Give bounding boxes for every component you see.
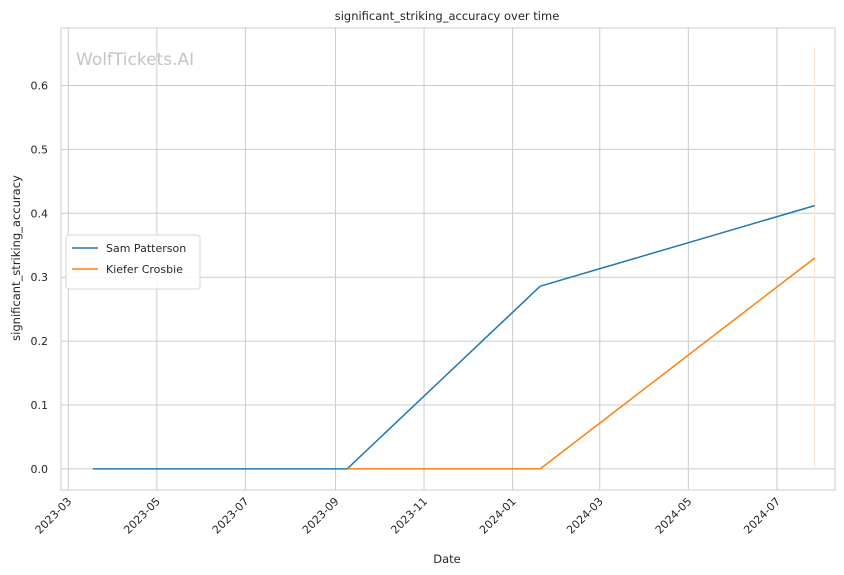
series-lines	[92, 204, 816, 470]
y-axis-ticks: 0.0 0.1 0.2 0.3 0.4 0.5 0.6	[31, 80, 49, 476]
y-tick-label: 0.3	[31, 271, 49, 284]
legend: Sam Patterson Kiefer Crosbie	[65, 234, 201, 290]
y-tick-label: 0.5	[31, 143, 49, 156]
x-tick-label: 2024-05	[653, 495, 695, 537]
x-tick-label: 2024-01	[477, 495, 519, 537]
x-tick-label: 2023-03	[33, 495, 75, 537]
x-tick-label: 2024-03	[564, 495, 606, 537]
x-tick-label: 2023-09	[300, 495, 342, 537]
series-line	[347, 257, 816, 470]
legend-label: Kiefer Crosbie	[106, 263, 183, 276]
watermark: WolfTickets.AI	[76, 50, 194, 70]
legend-label: Sam Patterson	[106, 242, 186, 255]
y-tick-label: 0.0	[31, 463, 49, 476]
y-tick-label: 0.4	[31, 207, 49, 220]
legend-box	[65, 234, 201, 290]
y-tick-label: 0.1	[31, 399, 49, 412]
y-axis-label: significant_striking_accuracy	[9, 175, 23, 341]
chart-title: significant_striking_accuracy over time	[335, 9, 560, 23]
x-tick-label: 2024-07	[741, 495, 783, 537]
x-tick-label: 2023-05	[121, 495, 163, 537]
x-axis-label: Date	[433, 552, 461, 566]
y-tick-label: 0.2	[31, 335, 49, 348]
x-axis-ticks: 2023-03 2023-05 2023-07 2023-09 2023-11 2024-…	[33, 495, 783, 537]
x-tick-label: 2023-11	[388, 495, 430, 537]
series-line	[92, 204, 815, 470]
y-tick-label: 0.6	[31, 80, 49, 93]
x-tick-label: 2023-07	[210, 495, 252, 537]
